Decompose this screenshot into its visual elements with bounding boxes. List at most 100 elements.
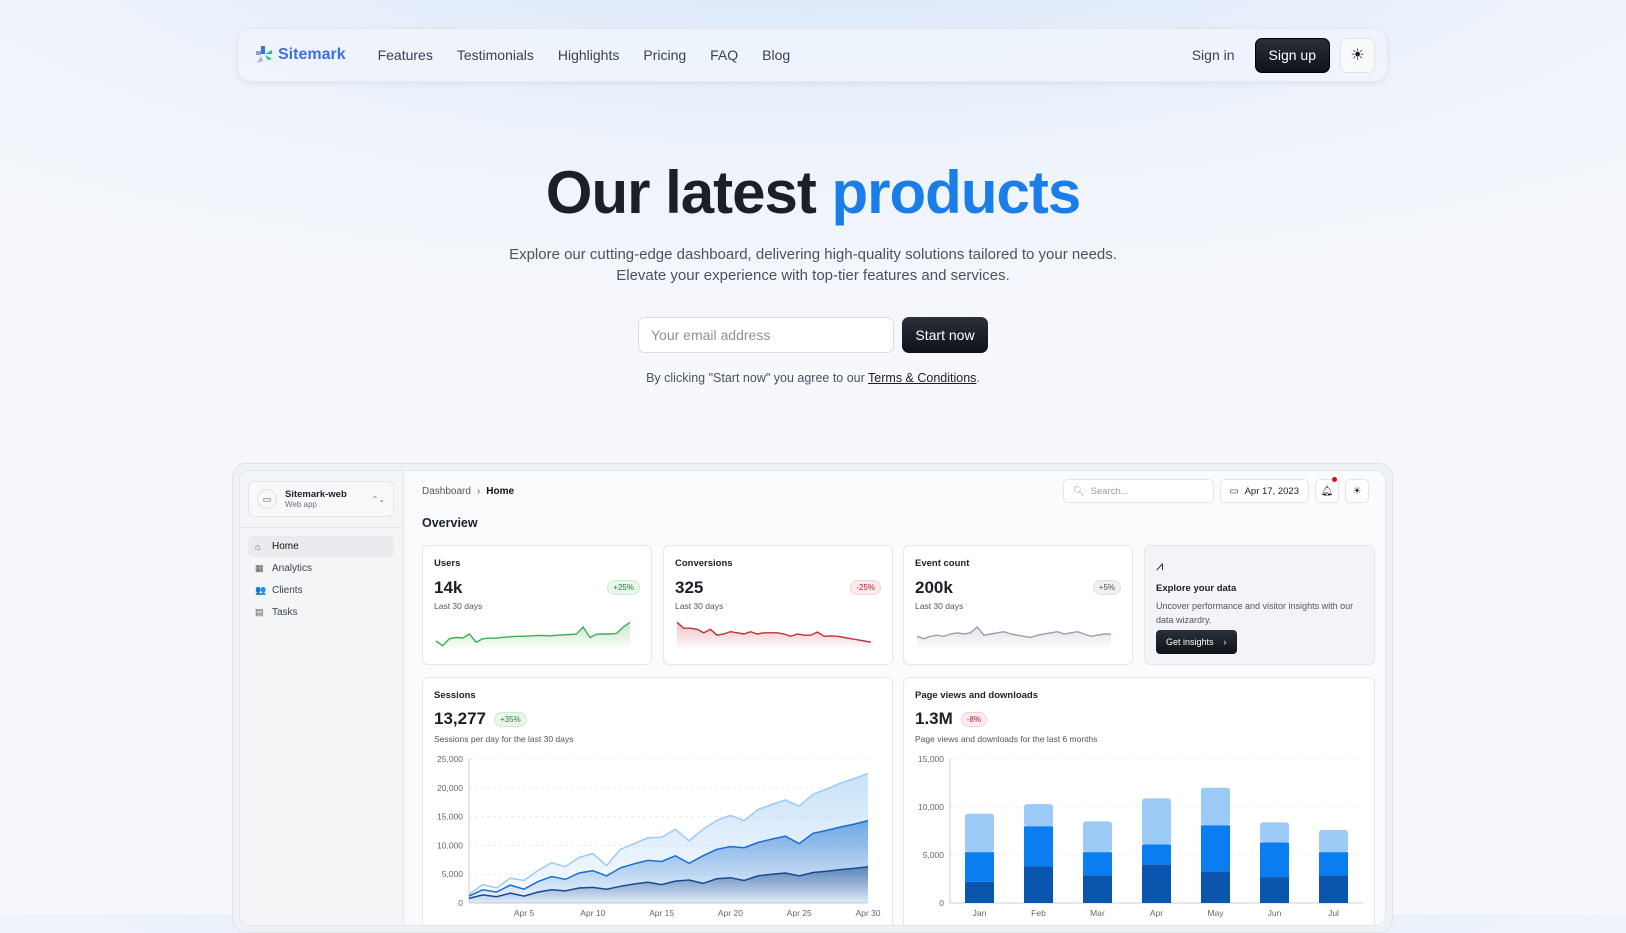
x-tick-label: Apr 30 xyxy=(855,908,880,918)
stat-label: Conversions xyxy=(675,558,733,569)
sparkline xyxy=(676,621,872,650)
insights-sparkle-icon: ⩘ xyxy=(1156,558,1164,573)
x-tick-label: Apr 25 xyxy=(787,908,812,918)
explore-title: Explore your data xyxy=(1156,583,1237,594)
bar-segment xyxy=(1260,822,1289,843)
stat-period: Last 30 days xyxy=(915,601,964,611)
bar-segment xyxy=(1083,852,1112,876)
project-selector[interactable]: ▭ Sitemark-web Web app ⌃⌄ xyxy=(248,481,394,517)
hero-subtitle: Explore our cutting-edge dashboard, deli… xyxy=(0,244,1626,286)
series-line xyxy=(468,819,869,897)
sidebar-item-analytics[interactable]: ▦ Analytics xyxy=(248,558,394,579)
bar-segment xyxy=(1142,844,1171,865)
breadcrumb: Dashboard › Home xyxy=(422,486,514,497)
stat-label: Event count xyxy=(915,558,970,569)
sparkline-fill xyxy=(917,627,1111,650)
notifications-button[interactable]: 🔔︎ xyxy=(1315,477,1339,503)
pageviews-card: Page views and downloads 1.3M -8% Page vi… xyxy=(903,677,1375,925)
chevron-right-icon: › xyxy=(1223,637,1227,647)
sparkline-fill xyxy=(677,622,871,650)
chart-subtitle: Page views and downloads for the last 6 … xyxy=(915,734,1098,744)
breadcrumb-dashboard[interactable]: Dashboard xyxy=(422,486,471,497)
nav-pricing[interactable]: Pricing xyxy=(643,47,687,63)
bar-segment xyxy=(1142,864,1171,903)
x-tick-label: Mar xyxy=(1090,908,1105,918)
notification-dot xyxy=(1332,477,1337,482)
bar-segment xyxy=(1201,871,1230,903)
sparkline xyxy=(916,625,1111,650)
bar-segment xyxy=(965,813,994,853)
bell-icon: 🔔︎ xyxy=(1320,485,1334,497)
bar-segment xyxy=(1319,875,1348,903)
nav-blog[interactable]: Blog xyxy=(762,47,791,63)
theme-toggle-button[interactable]: ☀ xyxy=(1340,37,1375,73)
x-tick-label: Jul xyxy=(1328,908,1339,918)
analytics-icon: ▦ xyxy=(255,563,264,573)
sidebar: ▭ Sitemark-web Web app ⌃⌄ ⌂ Home ▦ Analytic… xyxy=(240,471,404,925)
sitemark-logo-icon xyxy=(256,46,272,63)
nav-highlights[interactable]: Highlights xyxy=(557,47,620,63)
bar-segment xyxy=(1083,875,1112,903)
bar-segment xyxy=(1142,798,1171,845)
brand-name: Sitemark xyxy=(278,46,346,63)
sign-in-button[interactable]: Sign in xyxy=(1191,47,1235,63)
email-input[interactable]: Your email address xyxy=(638,317,894,353)
pageviews-bar-chart: 0 5,000 10,000 15,000 Jan Feb Mar Apr May Jun Jul xyxy=(918,754,1363,918)
stat-period: Last 30 days xyxy=(675,601,724,611)
stat-card-users: Users 14k +25% Last 30 days xyxy=(422,545,652,665)
search-icon: 🔍︎ xyxy=(1072,485,1085,497)
x-tick-label: Apr xyxy=(1150,908,1163,918)
hero-title-main: Our latest xyxy=(545,159,817,226)
y-tick-label: 20,000 xyxy=(437,783,463,793)
chevron-updown-icon: ⌃⌄ xyxy=(371,494,385,504)
bar-segment xyxy=(1260,842,1289,878)
search-placeholder: Search... xyxy=(1090,485,1129,497)
hero-title: Our latest products xyxy=(0,158,1626,227)
breadcrumb-home: Home xyxy=(486,486,515,497)
y-tick-label: 10,000 xyxy=(918,802,944,812)
x-tick-label: May xyxy=(1207,908,1224,918)
x-tick-label: Feb xyxy=(1031,908,1046,918)
hero-subtitle-line1: Explore our cutting-edge dashboard, deli… xyxy=(509,246,1117,263)
sidebar-item-tasks[interactable]: ▤ Tasks xyxy=(248,602,394,623)
stat-label: Users xyxy=(434,558,461,569)
sidebar-item-home[interactable]: ⌂ Home xyxy=(248,536,394,557)
project-name: Sitemark-web xyxy=(285,489,347,500)
pageviews-value: 1.3M xyxy=(915,709,953,728)
nav-testimonials[interactable]: Testimonials xyxy=(456,47,534,63)
brand-logo[interactable]: Sitemark xyxy=(254,45,346,65)
bar-segment xyxy=(1260,877,1289,903)
y-tick-label: 15,000 xyxy=(437,812,463,822)
theme-toggle-button[interactable]: ☀ xyxy=(1345,479,1369,503)
sun-icon: ☀ xyxy=(1352,485,1362,497)
terms-note: By clicking "Start now" you agree to our… xyxy=(0,371,1626,385)
terms-link[interactable]: Terms & Conditions xyxy=(868,371,977,385)
sidebar-item-clients[interactable]: 👥 Clients xyxy=(248,580,394,601)
trend-badge: +5% xyxy=(1092,580,1121,595)
date-value: Apr 17, 2023 xyxy=(1244,485,1299,497)
series-line xyxy=(468,772,869,896)
get-insights-button[interactable]: Get insights › xyxy=(1156,630,1237,654)
trend-badge: +35% xyxy=(494,711,527,727)
y-tick-label: 5,000 xyxy=(442,869,464,879)
sessions-card: Sessions 13,277 +35% Sessions per day for… xyxy=(422,677,893,925)
bar-segment xyxy=(1024,866,1053,903)
sun-icon: ☀ xyxy=(1350,47,1365,64)
search-input[interactable]: 🔍︎ Search... xyxy=(1062,479,1214,503)
clipboard-icon: ▤ xyxy=(255,607,264,617)
chart-subtitle: Sessions per day for the last 30 days xyxy=(434,734,574,744)
stat-card-conversions: Conversions 325 -25% Last 30 days xyxy=(663,545,893,665)
sign-up-button[interactable]: Sign up xyxy=(1254,37,1330,73)
stat-value: 200k xyxy=(915,578,953,597)
date-picker[interactable]: ▭ Apr 17, 2023 xyxy=(1219,479,1309,503)
nav-features[interactable]: Features xyxy=(377,47,433,63)
hero-subtitle-line2: Elevate your experience with top-tier fe… xyxy=(616,267,1010,284)
nav-faq[interactable]: FAQ xyxy=(710,47,739,63)
trend-badge: -25% xyxy=(850,580,881,595)
sidebar-item-label: Analytics xyxy=(272,563,313,574)
bar-segment xyxy=(1083,821,1112,853)
sessions-value: 13,277 xyxy=(434,709,486,728)
start-now-button[interactable]: Start now xyxy=(902,317,988,353)
sidebar-item-label: Home xyxy=(272,541,299,552)
sparkline-line xyxy=(676,621,872,643)
